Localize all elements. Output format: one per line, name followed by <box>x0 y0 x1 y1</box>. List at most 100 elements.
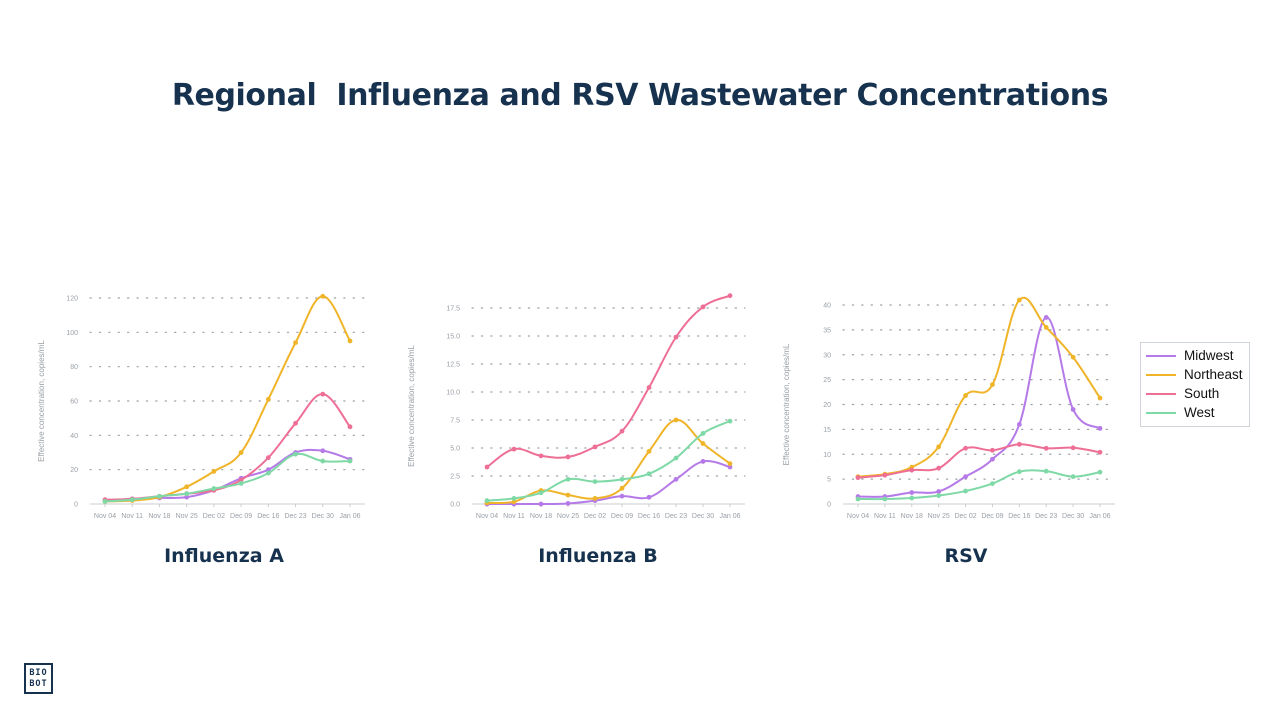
data-point-northeast <box>1097 395 1103 401</box>
data-point-south <box>855 475 861 481</box>
data-point-south <box>484 464 490 470</box>
data-point-midwest <box>320 448 326 454</box>
data-point-west <box>511 496 517 501</box>
legend-label: Midwest <box>1184 348 1234 363</box>
data-point-south <box>1043 445 1049 451</box>
legend-label: West <box>1184 405 1215 420</box>
x-tick-label: Dec 09 <box>981 513 1003 520</box>
logo-line-1: BIO <box>29 668 48 678</box>
data-point-northeast <box>211 468 217 474</box>
data-point-west <box>592 479 598 484</box>
data-point-west <box>882 496 888 502</box>
series-line-northeast <box>857 296 1101 478</box>
x-tick-label: Nov 25 <box>557 513 579 520</box>
data-point-west <box>157 493 162 499</box>
x-tick-label: Nov 25 <box>928 513 950 520</box>
data-point-west <box>673 455 679 461</box>
x-tick-label: Nov 25 <box>176 513 198 520</box>
y-tick-label: 20 <box>70 467 78 474</box>
x-tick-label: Nov 11 <box>503 513 525 520</box>
data-point-west <box>1097 469 1103 475</box>
data-point-midwest <box>184 494 190 500</box>
data-point-northeast <box>320 293 326 299</box>
data-point-west <box>538 490 544 496</box>
x-tick-label: Dec 02 <box>584 513 606 520</box>
data-point-south <box>265 455 271 461</box>
x-tick-label: Dec 02 <box>203 513 225 520</box>
data-point-west <box>184 491 190 497</box>
data-point-northeast <box>265 396 271 402</box>
data-point-midwest <box>963 474 968 480</box>
data-point-west <box>320 458 326 464</box>
legend-swatch-west <box>1146 411 1176 414</box>
y-tick-label: 10.0 <box>446 390 460 397</box>
series-line-south <box>857 443 1101 479</box>
y-axis-label: Effective concentration, copies/mL <box>407 345 416 467</box>
data-point-south <box>238 477 244 483</box>
y-tick-label: 40 <box>70 433 78 440</box>
data-point-south <box>293 420 298 426</box>
x-tick-label: Dec 16 <box>257 513 279 520</box>
data-point-west <box>238 481 244 486</box>
data-point-west <box>1043 468 1049 474</box>
data-point-midwest <box>1097 425 1103 431</box>
data-point-south <box>1070 445 1076 451</box>
data-point-west <box>619 476 625 482</box>
influenza-a-title: Influenza A <box>164 545 284 567</box>
data-point-west <box>102 499 108 504</box>
x-tick-label: Jan 06 <box>1089 513 1110 520</box>
x-tick-label: Nov 11 <box>874 513 896 520</box>
data-point-west <box>484 498 490 504</box>
data-point-south <box>963 445 968 451</box>
series-line-west <box>857 469 1101 501</box>
data-point-northeast <box>1043 324 1049 330</box>
x-tick-label: Dec 23 <box>1035 513 1057 520</box>
data-point-northeast <box>565 492 571 498</box>
series-line-northeast <box>486 418 731 505</box>
series-line-west <box>486 420 731 502</box>
data-point-northeast <box>238 450 244 455</box>
x-tick-label: Dec 09 <box>611 513 633 520</box>
x-tick-label: Dec 09 <box>230 513 252 520</box>
data-point-midwest <box>1016 422 1022 427</box>
data-point-midwest <box>673 476 679 482</box>
y-tick-label: 0.0 <box>450 502 460 509</box>
data-point-south <box>727 293 733 299</box>
series-line-midwest <box>857 316 1101 498</box>
data-point-midwest <box>646 494 652 500</box>
data-point-south <box>565 454 571 460</box>
x-tick-label: Nov 04 <box>476 513 498 520</box>
x-tick-label: Dec 30 <box>1062 513 1084 520</box>
y-tick-label: 40 <box>823 303 831 310</box>
data-point-northeast <box>347 338 353 344</box>
data-point-northeast <box>673 417 679 423</box>
data-point-west <box>646 471 652 477</box>
data-point-south <box>619 428 625 434</box>
y-tick-label: 30 <box>823 352 831 359</box>
data-point-south <box>673 334 679 340</box>
x-tick-label: Nov 18 <box>901 513 923 520</box>
data-point-midwest <box>565 501 571 506</box>
data-point-northeast <box>592 496 598 501</box>
data-point-south <box>1097 449 1103 455</box>
x-tick-label: Nov 04 <box>847 513 869 520</box>
data-point-west <box>963 488 968 494</box>
y-tick-label: 10 <box>823 452 831 459</box>
data-point-south <box>320 391 326 397</box>
data-point-south <box>990 447 995 453</box>
data-point-midwest <box>990 456 995 462</box>
y-tick-label: 100 <box>66 330 78 337</box>
y-tick-label: 5.0 <box>450 446 460 453</box>
series-line-midwest <box>486 460 731 506</box>
biobot-logo: BIO BOT <box>24 663 53 694</box>
influenza-b-chart: 0.0 2.5 5.0 7.5 10.0 12.5 15.0 17.5 Nov 04 Nov 11… <box>407 293 746 520</box>
data-point-northeast <box>184 484 190 490</box>
data-point-northeast <box>990 382 995 387</box>
data-point-west <box>211 486 217 491</box>
data-point-midwest <box>727 464 733 470</box>
y-tick-label: 60 <box>70 399 78 406</box>
y-axis-label: Effective concentration, copies/mL <box>37 340 46 462</box>
data-point-midwest <box>619 493 625 499</box>
data-point-northeast <box>727 461 733 467</box>
logo-line-2: BOT <box>29 679 48 689</box>
